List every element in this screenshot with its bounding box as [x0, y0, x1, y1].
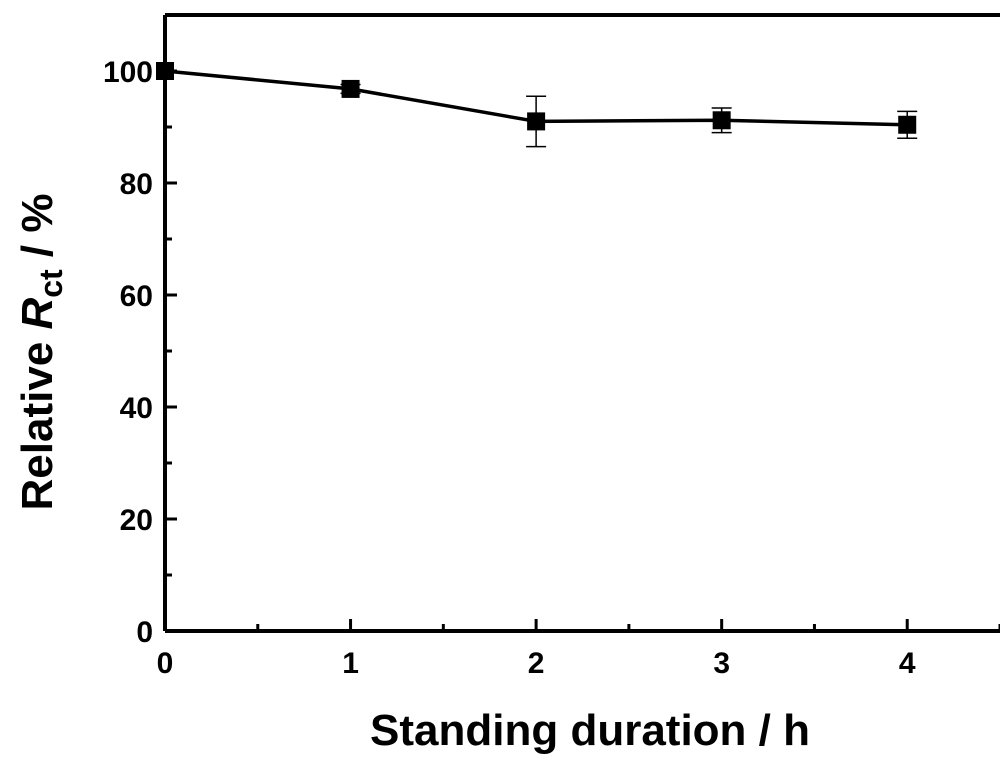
error-bars: [340, 83, 918, 148]
data-point-marker: [156, 62, 174, 80]
y-tick-label: 100: [103, 56, 153, 89]
y-axis-title-prefix: Relative: [13, 330, 62, 511]
y-tick-label: 20: [120, 504, 153, 537]
y-tick-label: 40: [120, 392, 153, 425]
x-axis-title: Standing duration / h: [370, 706, 810, 755]
y-axis-title-symbol: R: [13, 298, 62, 330]
x-tick-label: 1: [342, 647, 359, 680]
y-axis-title-suffix: / %: [13, 193, 62, 269]
data-point-marker: [712, 111, 731, 130]
x-tick-label: 0: [157, 647, 174, 680]
y-tick-label: 0: [136, 616, 153, 649]
x-tick-label: 2: [528, 647, 545, 680]
y-tick-label: 80: [120, 168, 153, 201]
y-axis-title-subscript: ct: [33, 269, 69, 298]
x-tick-label: 3: [713, 647, 730, 680]
plot-frame: [163, 13, 1000, 633]
y-axis-ticks: 0 20 40 60 80 100: [103, 56, 177, 649]
x-tick-label: 4: [899, 647, 916, 680]
x-axis-ticks: 0 1 2 3 4: [157, 619, 1000, 680]
y-axis-title: Relative Rct / %: [13, 193, 69, 510]
data-point-marker: [527, 112, 546, 131]
data-markers: [156, 62, 917, 134]
data-point-marker: [341, 79, 360, 98]
data-point-marker: [898, 115, 917, 134]
y-tick-label: 60: [120, 280, 153, 313]
